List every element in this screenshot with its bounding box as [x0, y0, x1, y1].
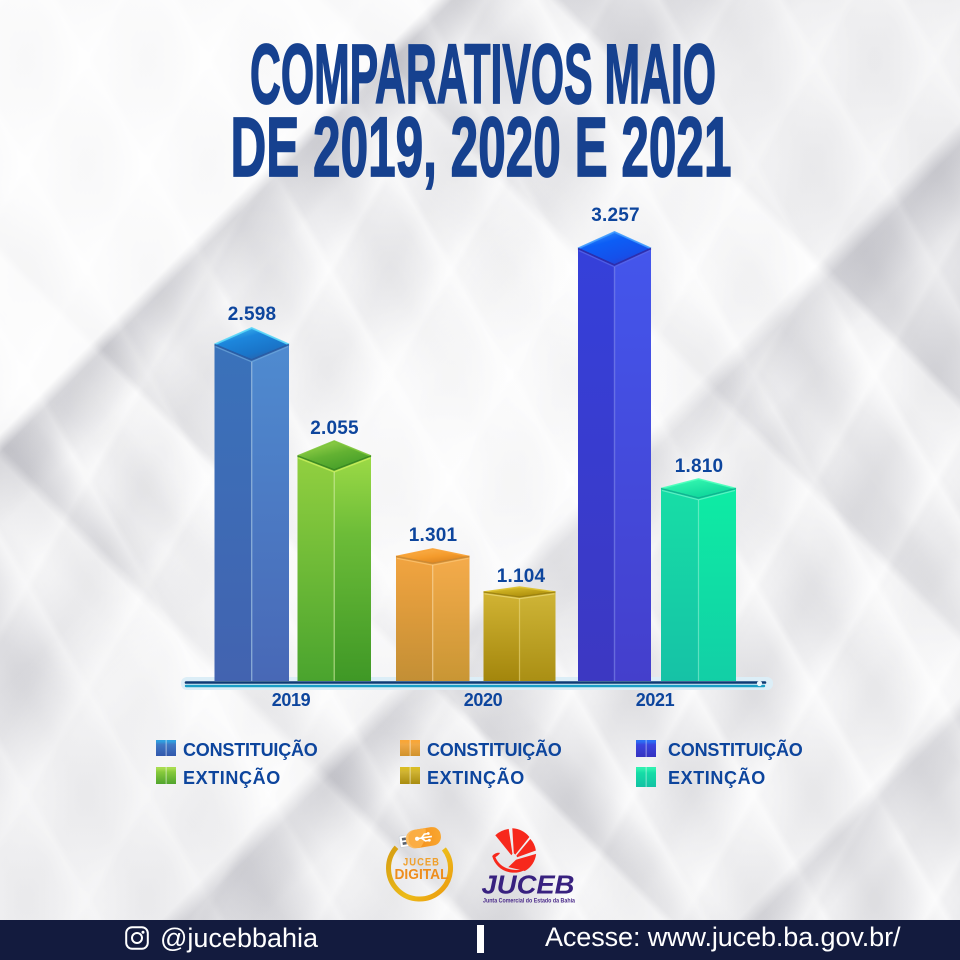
svg-text:JUCEB: JUCEB [482, 870, 575, 900]
svg-text:DE 2019, 2020 E 2021: DE 2019, 2020 E 2021 [231, 100, 732, 194]
svg-text:COMPARATIVOS MAIO: COMPARATIVOS MAIO [250, 27, 716, 121]
svg-text:Junta Comercial do Estado da B: Junta Comercial do Estado da Bahia [483, 898, 575, 905]
svg-text:DIGITAL: DIGITAL [395, 867, 449, 883]
svg-text:JUCEB: JUCEB [403, 857, 440, 869]
